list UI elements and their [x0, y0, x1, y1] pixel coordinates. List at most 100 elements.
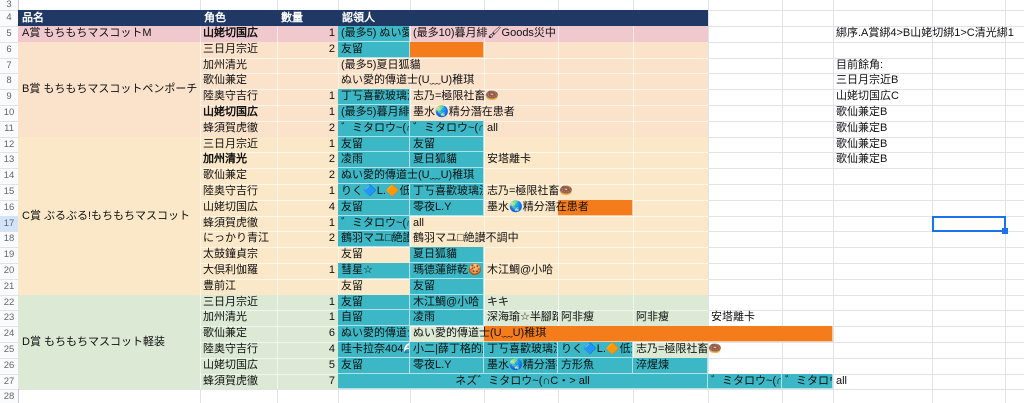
character-cell[interactable]: 歌仙兼定: [203, 74, 247, 87]
claim-cell[interactable]: 哇卡拉奈404🌊(: [338, 342, 410, 358]
claim-cell[interactable]: 木江鯛@小哈: [410, 294, 484, 311]
character-cell[interactable]: 蜂須賀虎徹: [203, 121, 258, 134]
claim-cell[interactable]: キキ: [487, 295, 509, 308]
claim-cell[interactable]: ぬい愛的傳道士(U﹏U)稚琪: [338, 168, 484, 184]
claim-cell[interactable]: 墨水🌏精分潛在: [484, 357, 558, 374]
claim-cell[interactable]: 鶴羽マユ□絶讃不調中: [338, 231, 410, 248]
fill-handle[interactable]: [1002, 228, 1008, 235]
quantity-cell[interactable]: 1: [328, 295, 335, 308]
row-number[interactable]: 24: [3, 328, 15, 340]
claim-cell[interactable]: 彗星☆: [338, 263, 410, 279]
header-cell-qty[interactable]: 數量: [281, 12, 303, 24]
claim-cell[interactable]: 自留: [338, 310, 410, 327]
row-number[interactable]: 16: [3, 201, 15, 213]
claim-cell[interactable]: 安塔離卡: [487, 153, 531, 166]
quantity-cell[interactable]: 5: [328, 358, 335, 371]
side-note-cell[interactable]: 三日月宗近B: [836, 74, 899, 87]
claim-cell[interactable]: 友留: [341, 248, 363, 261]
row-number[interactable]: 6: [6, 43, 12, 55]
claim-cell[interactable]: 友留: [338, 294, 410, 311]
claim-cell[interactable]: 零夜L.Y: [410, 199, 484, 216]
claim-cell[interactable]: 鶴羽マユ□絶讃不調中: [413, 232, 519, 245]
character-cell[interactable]: 蜂須賀虎徹: [203, 374, 258, 387]
claim-cell[interactable]: ゛ミタロウ~(∩C・>: [338, 215, 410, 232]
character-cell[interactable]: 加州清光: [203, 311, 247, 324]
claim-cell[interactable]: (最多5)暮月緋🖌: [338, 105, 410, 121]
character-cell[interactable]: 山姥切国広: [203, 358, 258, 371]
row-number[interactable]: 14: [3, 170, 15, 182]
claim-cell[interactable]: 丁丂喜歡玻璃渣潛: [338, 89, 410, 105]
claim-cell[interactable]: 夏日狐貓: [410, 152, 484, 169]
claim-cell[interactable]: ぬい愛的傳道士(: [338, 326, 410, 342]
quantity-cell[interactable]: 1: [328, 90, 335, 103]
row-number[interactable]: 28: [3, 391, 15, 403]
claim-cell[interactable]: りく🔷L.🔶低浮: [338, 184, 410, 200]
claim-cell[interactable]: 方形魚: [558, 357, 633, 374]
row-number[interactable]: 11: [4, 122, 14, 134]
row-number[interactable]: 19: [3, 249, 15, 261]
claim-cell[interactable]: 友留: [410, 278, 484, 295]
claim-cell[interactable]: 友留: [341, 279, 363, 292]
claim-cell[interactable]: 阿非瘦: [636, 311, 669, 324]
claim-cell[interactable]: (最多10)暮月緋🖌Goods災中: [413, 27, 556, 39]
quantity-cell[interactable]: 2: [328, 169, 335, 182]
row-number[interactable]: 26: [3, 359, 15, 371]
claim-cell[interactable]: 志乃=極限社畜🍩: [636, 343, 723, 355]
character-cell[interactable]: 加州清光: [203, 58, 247, 71]
claim-cell[interactable]: [410, 41, 484, 58]
side-note-cell[interactable]: 歌仙兼定B: [836, 106, 888, 118]
side-note-cell[interactable]: 歌仙兼定B: [836, 137, 888, 150]
claim-cell[interactable]: ゛ミタロウ~(∩C・>: [782, 373, 833, 390]
claim-cell[interactable]: 丁丂喜歡玻璃渣潛: [410, 184, 484, 200]
row-number[interactable]: 13: [3, 154, 15, 166]
claim-cell[interactable]: 友留: [338, 199, 410, 216]
quantity-cell[interactable]: 1: [328, 137, 335, 150]
side-note-cell[interactable]: 歌仙兼定B: [836, 153, 888, 166]
claim-cell[interactable]: ゛ミタロウ~(∩C・>: [338, 120, 410, 137]
claim-cell[interactable]: 深海瑜☆半腳踏踏: [487, 311, 558, 324]
character-cell[interactable]: 陸奥守吉行: [203, 90, 258, 103]
claim-cell[interactable]: 小二|薛丁格的緵: [410, 342, 484, 358]
character-cell[interactable]: 太鼓鐘貞宗: [203, 248, 258, 261]
row-number[interactable]: 18: [3, 233, 15, 245]
claim-cell[interactable]: 凌雨: [338, 152, 410, 169]
quantity-cell[interactable]: 1: [328, 311, 335, 324]
claim-cell[interactable]: all: [487, 121, 499, 134]
claim-cell[interactable]: [558, 199, 633, 216]
header-cell-claimant[interactable]: 認領人: [342, 12, 375, 24]
row-number[interactable]: 22: [3, 296, 15, 308]
quantity-cell[interactable]: 7: [328, 374, 335, 387]
claim-cell[interactable]: 志乃=極限社畜🍩: [413, 90, 500, 103]
selected-cell[interactable]: [932, 215, 1006, 233]
quantity-cell[interactable]: 2: [328, 42, 335, 55]
character-cell[interactable]: 大倶利伽羅: [203, 264, 258, 276]
character-cell[interactable]: 蜂須賀虎徹: [203, 216, 258, 229]
prize-name-cell[interactable]: A賞 もちもちマスコットM: [22, 27, 152, 39]
character-cell[interactable]: 歌仙兼定: [203, 169, 247, 182]
row-number[interactable]: 23: [3, 312, 15, 324]
row-number[interactable]: 9: [6, 91, 12, 103]
claim-cell[interactable]: 阿非瘦: [561, 311, 594, 324]
claim-cell[interactable]: (最多5) ぬい愛的: [338, 26, 410, 42]
character-cell[interactable]: にっかり青江: [203, 232, 269, 245]
side-note-cell[interactable]: 綁序.A賞綁4>B山姥切綁1>C清光綁1: [836, 27, 1014, 39]
quantity-cell[interactable]: 4: [328, 343, 335, 355]
row-number[interactable]: 12: [3, 138, 15, 150]
row-number[interactable]: 8: [6, 75, 12, 87]
claim-cell[interactable]: 友留: [338, 136, 410, 153]
character-cell[interactable]: 三日月宗近: [203, 295, 258, 308]
claim-cell[interactable]: 友留: [410, 136, 484, 153]
quantity-cell[interactable]: 2: [328, 232, 335, 245]
claim-cell[interactable]: ぬい愛的傳道士(U﹏U)稚琪: [413, 327, 547, 340]
character-cell[interactable]: 陸奥守吉行: [203, 185, 258, 197]
header-cell-product[interactable]: 品名: [22, 12, 44, 24]
claim-cell[interactable]: 友留: [338, 357, 410, 374]
claim-cell[interactable]: 凌雨: [410, 310, 484, 327]
claim-cell[interactable]: 丁丂喜歡玻璃渣潛: [484, 342, 558, 358]
claim-cell[interactable]: 木江鯛@小哈: [487, 264, 554, 276]
row-number[interactable]: 17: [3, 217, 15, 229]
row-number[interactable]: 15: [3, 186, 15, 197]
quantity-cell[interactable]: 1: [328, 106, 335, 118]
quantity-cell[interactable]: 2: [328, 121, 335, 134]
quantity-cell[interactable]: 1: [328, 185, 335, 197]
